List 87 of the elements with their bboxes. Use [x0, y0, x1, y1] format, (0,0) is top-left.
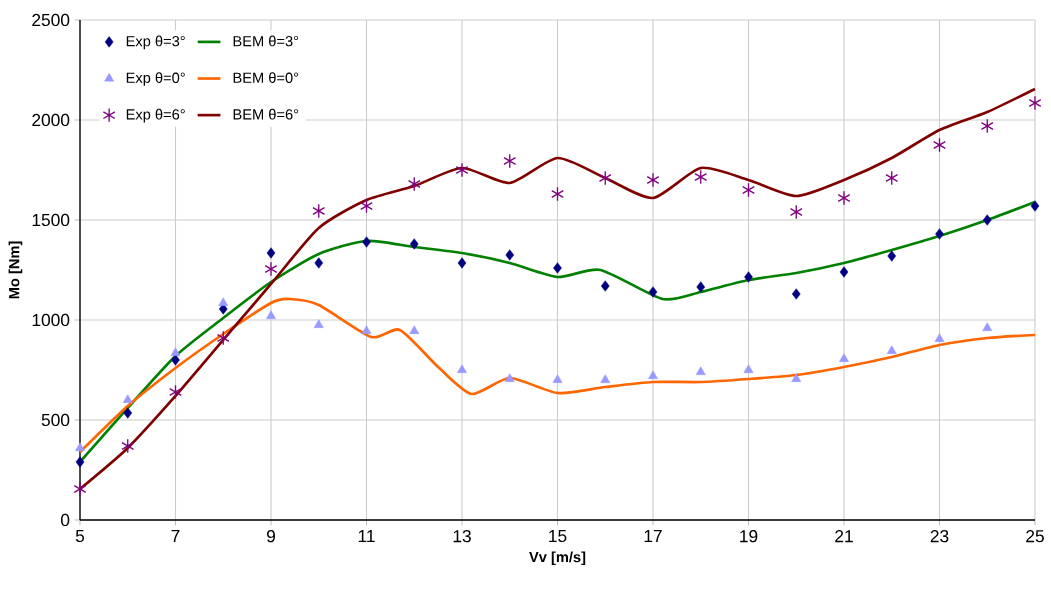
point: [791, 373, 802, 382]
x-tick-label: 15: [549, 530, 567, 543]
point: [789, 204, 803, 220]
y-tick-label: 0: [60, 513, 70, 527]
y-axis-title: Mo [Nm]: [8, 241, 23, 299]
point: [839, 353, 849, 362]
point: [885, 170, 899, 186]
point: [553, 262, 562, 274]
legend-label: Exp θ=3°: [126, 35, 185, 50]
point: [600, 280, 610, 292]
point: [980, 118, 994, 134]
legend-label: BEM θ=6°: [233, 108, 299, 120]
point: [457, 364, 467, 373]
point: [455, 162, 469, 178]
point: [598, 170, 612, 186]
point: [73, 481, 87, 497]
point: [504, 373, 515, 382]
x-tick-label: 21: [835, 530, 853, 543]
point: [407, 176, 421, 192]
point: [982, 214, 992, 226]
point: [600, 374, 611, 383]
point: [744, 271, 753, 283]
y-tick-label: 500: [41, 413, 70, 427]
point: [360, 198, 373, 214]
point: [457, 257, 467, 269]
point: [742, 182, 755, 198]
point: [75, 442, 85, 451]
x-tick-label: 13: [453, 530, 471, 543]
point: [839, 266, 849, 278]
y-tick-label: 1000: [32, 313, 70, 327]
point: [122, 394, 133, 403]
point: [266, 247, 276, 259]
point: [361, 325, 372, 334]
point: [314, 257, 324, 269]
point: [694, 169, 708, 185]
point: [123, 407, 133, 419]
point: [982, 322, 993, 331]
point: [505, 249, 515, 261]
line-series: [78, 87, 1037, 491]
x-tick-label: 19: [740, 530, 758, 543]
point: [933, 137, 946, 153]
point: [886, 345, 897, 354]
point: [409, 325, 420, 334]
legend-label: Exp θ=0°: [126, 72, 185, 86]
point: [648, 286, 658, 298]
legend-label: BEM θ=3°: [233, 35, 299, 47]
x-tick-label: 23: [930, 530, 949, 543]
y-tick-label: 2000: [32, 113, 70, 127]
point: [646, 172, 660, 188]
point: [935, 228, 944, 240]
point: [887, 250, 897, 262]
x-tick-label: 17: [644, 530, 662, 542]
point: [551, 186, 564, 202]
point: [218, 297, 229, 306]
point: [264, 261, 278, 277]
point: [170, 347, 181, 356]
point: [362, 236, 371, 248]
point: [837, 190, 851, 206]
x-tick-label: 5: [75, 530, 85, 543]
y-tick-label: 2500: [32, 13, 70, 27]
point: [266, 310, 276, 319]
x-tick-label: 11: [358, 530, 375, 542]
point: [1030, 200, 1040, 212]
point: [552, 374, 563, 383]
legend-label: Exp θ=6°: [126, 108, 185, 123]
point: [409, 238, 419, 250]
point: [934, 333, 945, 342]
point: [121, 438, 135, 454]
point: [1028, 95, 1042, 111]
point: [313, 319, 324, 328]
point: [75, 456, 85, 468]
x-axis-title: Vv [m/s]: [529, 551, 586, 566]
point: [171, 354, 180, 366]
point: [648, 370, 658, 379]
x-tick-label: 9: [267, 530, 276, 543]
point: [743, 364, 754, 373]
point: [695, 366, 706, 375]
x-tick-label: 25: [1026, 530, 1044, 543]
x-tick-label: 7: [171, 530, 180, 542]
point: [503, 153, 517, 169]
point: [696, 281, 706, 293]
legend-label: BEM θ=0°: [233, 72, 299, 83]
y-tick-label: 1500: [32, 213, 70, 227]
point: [216, 330, 230, 346]
point: [791, 288, 801, 300]
point: [169, 384, 182, 400]
point: [312, 203, 326, 219]
